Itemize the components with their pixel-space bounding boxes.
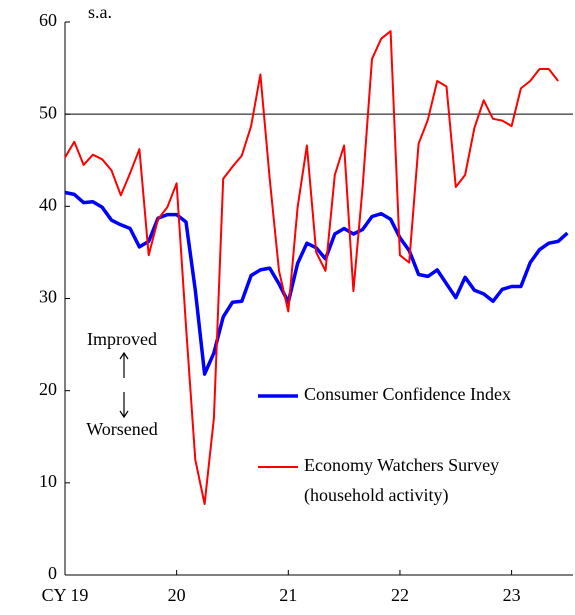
x-tick-label: 20	[168, 585, 186, 605]
annotation: Improved	[87, 329, 157, 349]
units-label: s.a.	[88, 2, 112, 22]
legend-label: Economy Watchers Survey (household activi…	[304, 455, 499, 506]
legend-label: Consumer Confidence Index	[304, 384, 511, 404]
series-line	[64, 30, 559, 505]
x-tick-label: CY 19	[42, 585, 89, 605]
y-tick-label: 40	[39, 194, 57, 214]
y-tick-label: 30	[39, 287, 57, 307]
arrows	[119, 351, 129, 419]
y-tick-label: 0	[48, 563, 57, 583]
annotation: Worsened	[86, 419, 158, 439]
y-tick-label: 20	[39, 379, 57, 399]
x-tick-label: 22	[391, 585, 409, 605]
y-tick-label: 50	[39, 102, 57, 122]
y-tick-label: 60	[39, 10, 57, 30]
x-tick-label: 23	[503, 585, 521, 605]
x-tick-label: 21	[279, 585, 297, 605]
y-tick-label: 10	[39, 471, 57, 491]
